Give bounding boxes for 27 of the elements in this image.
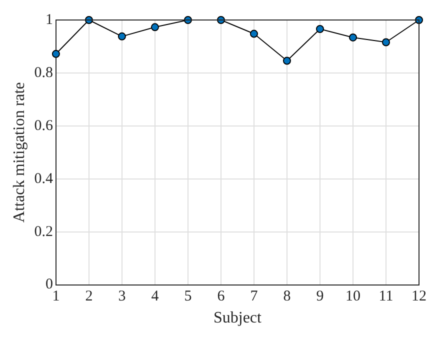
x-tick-label: 8 <box>283 288 291 305</box>
point <box>348 33 357 42</box>
x-tick-label: 10 <box>345 288 360 305</box>
point <box>382 38 390 46</box>
y-tick-label: 0.8 <box>34 64 53 81</box>
point <box>118 32 126 40</box>
x-tick-label: 6 <box>217 288 226 305</box>
x-tick-label: 3 <box>118 288 126 305</box>
y-tick-label: 0.2 <box>34 224 53 240</box>
point <box>316 25 324 34</box>
x-axis-title: Subject <box>213 310 262 327</box>
y-axis-title: Attack mitigation rate <box>10 82 28 223</box>
x-tick-label: 4 <box>151 288 160 305</box>
x-tick-label: 2 <box>85 288 93 305</box>
x-tick-label: 7 <box>250 288 258 305</box>
y-tick-label: 1 <box>45 12 53 28</box>
y-tick-label: 0.6 <box>34 118 54 134</box>
x-tick-label: 5 <box>184 288 192 305</box>
point <box>150 23 159 32</box>
point <box>52 50 60 58</box>
y-tick-label: 0 <box>45 276 53 293</box>
point <box>250 30 258 38</box>
x-tick-label: 11 <box>378 288 394 305</box>
y-tick-label: 0.4 <box>34 170 54 187</box>
x-tick-label: 9 <box>316 288 324 305</box>
x-tick-label: 12 <box>412 288 426 305</box>
point <box>282 56 291 65</box>
